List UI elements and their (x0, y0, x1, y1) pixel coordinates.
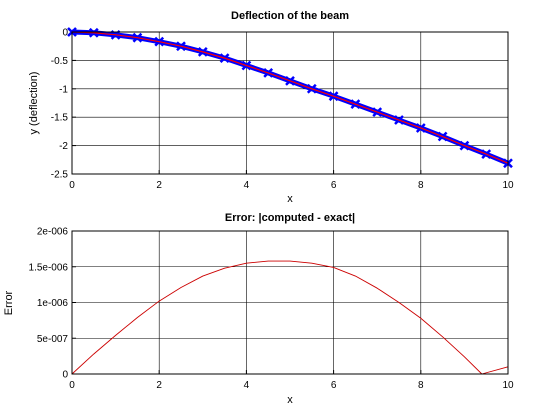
error-x-tick-label: 4 (244, 380, 250, 391)
deflection-y-label: y (deflection) (28, 72, 40, 135)
deflection-y-tick-label: -1 (59, 84, 68, 95)
deflection-x-tick-label: 0 (69, 180, 75, 191)
deflection-title: Deflection of the beam (231, 10, 349, 22)
deflection-x-tick-label: 8 (418, 180, 424, 191)
error-chart: 0 2 4 6 8 10 0 5e-007 1e-006 1.5e-006 2e-006 Erro… (3, 212, 514, 406)
error-y-ticks: 0 5e-007 1e-006 1.5e-006 2e-006 (29, 227, 76, 381)
deflection-x-label: x (287, 193, 293, 205)
error-x-tick-label: 8 (418, 380, 424, 391)
deflection-x-tick-label: 2 (156, 180, 162, 191)
error-y-tick-label: 2e-006 (37, 227, 69, 238)
error-y-tick-label: 0 (62, 370, 68, 381)
error-x-tick-label: 10 (502, 380, 514, 391)
error-y-tick-label: 5e-007 (37, 334, 69, 345)
error-x-label: x (287, 394, 293, 406)
deflection-axes-frame (71, 31, 509, 175)
error-y-tick-label: 1.5e-006 (29, 262, 69, 273)
error-grid (72, 231, 508, 374)
error-y-label: Error (3, 290, 15, 315)
error-x-tick-label: 2 (156, 380, 162, 391)
error-title: Error: |computed - exact| (225, 212, 355, 224)
deflection-x-ticks: 0 2 4 6 8 10 (69, 170, 514, 191)
error-plot (71, 260, 509, 375)
error-series-line-0 (71, 260, 509, 375)
deflection-y-tick-label: 0 (62, 28, 68, 39)
deflection-x-tick-label: 6 (331, 180, 337, 191)
deflection-x-tick-label: 10 (502, 180, 514, 191)
deflection-grid (72, 32, 508, 174)
deflection-y-tick-label: -1.5 (51, 113, 69, 124)
deflection-series-line-1 (71, 31, 509, 164)
error-y-tick-label: 1e-006 (37, 298, 69, 309)
deflection-y-tick-label: -2.5 (51, 170, 69, 181)
error-x-tick-label: 0 (69, 380, 75, 391)
deflection-y-tick-label: -0.5 (51, 56, 69, 67)
deflection-chart: 0 2 4 6 8 10 0 -0.5 -1 -1.5 -2 -2.5 Deflection of … (28, 10, 514, 205)
deflection-plot (67, 27, 513, 169)
error-x-ticks: 0 2 4 6 8 10 (69, 370, 514, 391)
deflection-y-tick-label: -2 (59, 141, 68, 152)
deflection-y-ticks: 0 -0.5 -1 -1.5 -2 -2.5 (51, 28, 76, 181)
error-x-tick-label: 6 (331, 380, 337, 391)
deflection-plot-area (72, 32, 508, 174)
deflection-x-tick-label: 4 (244, 180, 250, 191)
